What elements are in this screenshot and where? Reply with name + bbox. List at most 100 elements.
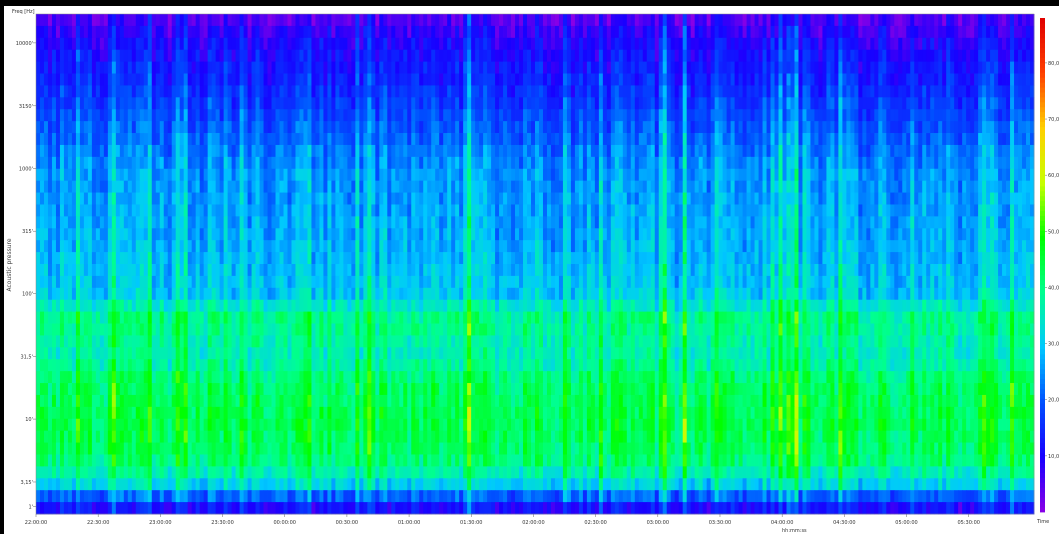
- heatmap-cell: [846, 97, 851, 110]
- heatmap-cell: [119, 37, 125, 51]
- heatmap-cell: [291, 133, 296, 146]
- heatmap-cell: [439, 14, 444, 27]
- heatmap-cell: [107, 180, 113, 193]
- heatmap-cell: [978, 216, 983, 229]
- heatmap-cell: [427, 240, 432, 253]
- heatmap-cell: [227, 73, 233, 86]
- heatmap-cell: [107, 49, 113, 63]
- heatmap-cell: [1002, 49, 1007, 63]
- heatmap-cell: [111, 192, 117, 205]
- heatmap-cell: [115, 144, 121, 158]
- heatmap-cell: [894, 49, 899, 63]
- heatmap-cell: [463, 192, 468, 205]
- heatmap-cell: [431, 192, 436, 205]
- heatmap-cell: [706, 156, 712, 170]
- heatmap-cell: [59, 49, 65, 63]
- heatmap-cell: [1018, 14, 1023, 27]
- heatmap-cell: [1010, 73, 1015, 86]
- heatmap-cell: [323, 228, 328, 241]
- heatmap-cell: [966, 85, 971, 98]
- heatmap-cell: [527, 97, 532, 110]
- heatmap-cell: [950, 14, 955, 27]
- heatmap-cell: [714, 73, 720, 86]
- heatmap-cell: [431, 109, 436, 122]
- heatmap-cell: [263, 168, 268, 182]
- heatmap-cell: [43, 37, 49, 51]
- heatmap-cell: [962, 61, 967, 74]
- heatmap-cell: [830, 85, 835, 98]
- heatmap-cell: [598, 228, 604, 241]
- heatmap-cell: [303, 109, 308, 122]
- heatmap-cell: [610, 168, 616, 182]
- heatmap-cell: [271, 228, 276, 241]
- heatmap-cell: [403, 240, 408, 253]
- heatmap-cell: [986, 61, 991, 74]
- heatmap-cell: [83, 25, 89, 39]
- heatmap-cell: [594, 168, 600, 182]
- heatmap-cell: [203, 25, 209, 39]
- heatmap-cell: [794, 144, 799, 158]
- heatmap-cell: [211, 216, 217, 229]
- heatmap-cell: [986, 204, 991, 217]
- heatmap-cell: [774, 144, 779, 158]
- heatmap-cell: [535, 216, 540, 229]
- heatmap-cell: [491, 73, 496, 86]
- heatmap-cell: [111, 204, 117, 217]
- heatmap-cell: [239, 216, 244, 229]
- heatmap-cell: [590, 97, 596, 110]
- heatmap-cell: [1002, 133, 1007, 146]
- heatmap-cell: [255, 180, 260, 193]
- heatmap-cell: [283, 180, 288, 193]
- heatmap-cell: [391, 168, 396, 182]
- heatmap-cell: [139, 73, 145, 86]
- heatmap-cell: [538, 49, 544, 63]
- heatmap-cell: [574, 37, 580, 51]
- heatmap-cell: [71, 240, 77, 253]
- heatmap-cell: [602, 204, 608, 217]
- heatmap-cell: [267, 168, 272, 182]
- heatmap-cell: [898, 228, 903, 241]
- heatmap-cell: [247, 14, 252, 27]
- heatmap-cell: [163, 49, 169, 63]
- heatmap-cell: [435, 121, 440, 134]
- heatmap-cell: [654, 168, 660, 182]
- heatmap-cell: [115, 192, 121, 205]
- heatmap-cell: [602, 109, 608, 122]
- heatmap-cell: [91, 192, 97, 205]
- heatmap-cell: [802, 121, 807, 134]
- heatmap-cell: [115, 121, 121, 134]
- heatmap-cell: [511, 133, 516, 146]
- heatmap-cell: [834, 216, 839, 229]
- heatmap-cell: [934, 85, 939, 98]
- heatmap-cell: [443, 228, 448, 241]
- heatmap-cell: [431, 133, 436, 146]
- heatmap-cell: [455, 37, 460, 51]
- heatmap-cell: [135, 228, 141, 241]
- heatmap-cell: [183, 204, 189, 217]
- heatmap-cell: [123, 121, 129, 134]
- heatmap-cell: [910, 25, 915, 39]
- heatmap-cell: [331, 204, 336, 217]
- heatmap-cell: [854, 228, 859, 241]
- heatmap-cell: [179, 109, 185, 122]
- heatmap-cell: [878, 133, 883, 146]
- heatmap-cell: [519, 216, 524, 229]
- heatmap-cell: [443, 25, 448, 39]
- heatmap-cell: [431, 240, 436, 253]
- heatmap-cell: [67, 240, 73, 253]
- heatmap-cell: [303, 168, 308, 182]
- heatmap-cell: [626, 25, 632, 39]
- heatmap-cell: [83, 14, 89, 27]
- heatmap-cell: [479, 109, 484, 122]
- heatmap-cell: [535, 109, 540, 122]
- heatmap-cell: [954, 97, 959, 110]
- heatmap-cell: [503, 85, 508, 98]
- heatmap-cell: [467, 216, 472, 229]
- heatmap-cell: [239, 180, 244, 193]
- heatmap-cell: [794, 204, 799, 217]
- heatmap-cell: [355, 133, 360, 146]
- heatmap-cell: [850, 133, 855, 146]
- heatmap-cell: [523, 180, 528, 193]
- heatmap-cell: [1022, 37, 1027, 51]
- heatmap-cell: [43, 133, 49, 146]
